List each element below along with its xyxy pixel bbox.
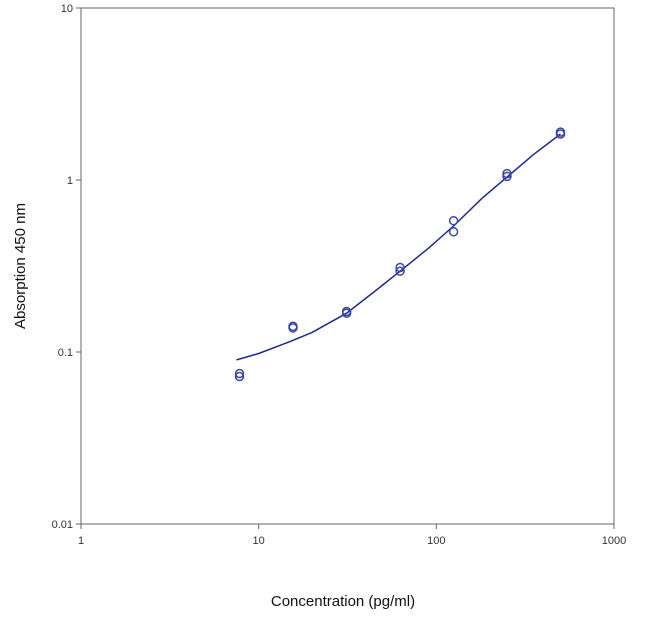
data-point-13 bbox=[555, 127, 566, 137]
x-tick-label-1: 10 bbox=[253, 535, 265, 547]
data-point-3 bbox=[288, 321, 298, 332]
data-point-7 bbox=[395, 262, 405, 273]
plot-frame bbox=[80, 7, 615, 525]
data-point-0 bbox=[234, 371, 245, 382]
y-axis-ticks: 0.01 0.1 1 10 bbox=[52, 3, 81, 531]
x-tick-label-2: 100 bbox=[427, 535, 445, 547]
y-tick-label-2: 1 bbox=[67, 175, 73, 187]
fit-curve bbox=[236, 133, 561, 361]
data-points-layer bbox=[234, 127, 566, 382]
data-point-11 bbox=[502, 168, 512, 179]
y-tick-label-1: 0.1 bbox=[58, 347, 73, 359]
data-point-10 bbox=[502, 171, 512, 182]
y-tick-label-0: 0.01 bbox=[52, 519, 73, 531]
y-axis-title: Absorption 450 nm bbox=[12, 203, 29, 329]
data-point-6 bbox=[395, 266, 405, 276]
x-tick-label-0: 1 bbox=[78, 535, 84, 547]
x-axis-ticks: 1 10 100 1000 bbox=[78, 524, 626, 547]
data-point-1 bbox=[234, 368, 245, 379]
data-point-8 bbox=[448, 227, 459, 237]
x-axis-title: Concentration (pg/ml) bbox=[271, 593, 415, 610]
data-point-9 bbox=[448, 215, 459, 226]
y-tick-label-3: 10 bbox=[61, 3, 73, 15]
data-point-5 bbox=[341, 306, 352, 317]
x-tick-label-3: 1000 bbox=[602, 535, 626, 547]
fit-curve-layer bbox=[236, 133, 561, 361]
